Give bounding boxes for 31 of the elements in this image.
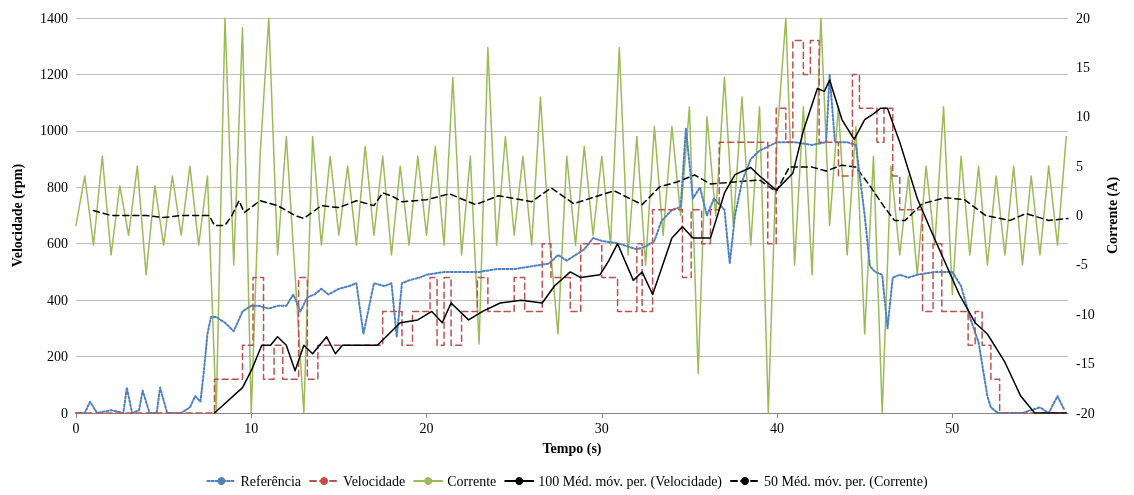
y-axis-title: Velocidade (rpm) [9, 163, 26, 268]
x-tick-label: 50 [945, 420, 960, 436]
y2-axis-title: Corrente (A) [1105, 176, 1122, 255]
x-tick-label: 0 [72, 420, 80, 436]
y2-tick-label: 20 [1076, 10, 1090, 26]
y-tick-label: 1400 [40, 10, 68, 26]
y-tick-label: 400 [47, 292, 68, 308]
y2-tick-label: 0 [1076, 208, 1083, 223]
x-tick-label: 10 [244, 420, 259, 436]
x-tick-label: 40 [770, 420, 785, 436]
y2-tick-label: -5 [1076, 257, 1088, 273]
x-tick-label: 20 [419, 420, 434, 436]
y-tick-label: 1000 [40, 123, 68, 139]
y2-tick-label: -20 [1076, 405, 1095, 421]
y-tick-label: 600 [47, 236, 68, 252]
legend-label: 100 Méd. móv. per. (Velocidade) [538, 473, 723, 490]
legend-label: 50 Méd. móv. per. (Corrente) [764, 473, 928, 490]
legend-label: Referência [240, 473, 302, 489]
legend-label: Velocidade [343, 473, 406, 489]
y2-tick-label: 5 [1076, 158, 1083, 174]
y2-tick-label: -10 [1076, 306, 1095, 322]
y-tick-label: 800 [47, 179, 68, 195]
y-tick-label: 0 [61, 405, 68, 421]
x-tick-label: 30 [594, 420, 609, 436]
y2-tick-label: 15 [1076, 59, 1090, 75]
y-tick-label: 1200 [40, 66, 68, 82]
y2-tick-label: -15 [1076, 356, 1095, 372]
x-axis-title: Tempo (s) [542, 440, 602, 457]
y2-tick-label: 10 [1076, 109, 1090, 125]
legend-label: Corrente [447, 473, 497, 489]
y-tick-label: 200 [47, 349, 68, 365]
